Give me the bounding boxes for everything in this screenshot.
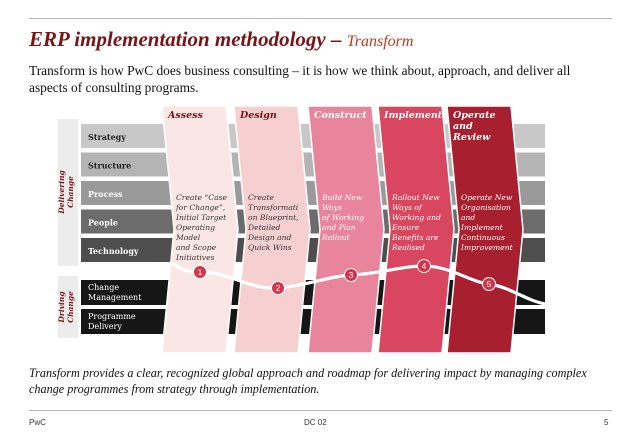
delivering-change-label: DeliveringChange	[57, 170, 75, 215]
row-label: Management	[88, 293, 142, 302]
phase-description-line: Operating	[176, 223, 215, 232]
bottom-rule	[29, 410, 612, 411]
phase-number-circle	[271, 281, 285, 295]
phase-description-line: Rollout New	[391, 193, 440, 202]
phase-description-line: for Change”,	[175, 203, 225, 212]
driving-group-bracket	[58, 276, 78, 338]
phase-description-line: Initiatives	[175, 253, 215, 262]
phase-description-line: Model	[175, 233, 201, 242]
phase-description-line: Organisation	[461, 203, 511, 212]
intro-text: Transform is how PwC does business consu…	[29, 63, 571, 95]
footer-company: PwC	[29, 418, 46, 427]
delivering-group-bracket	[58, 119, 78, 266]
phase-description-line: Working and	[392, 213, 441, 222]
phase-description-line: Transformati	[248, 203, 299, 212]
phase-description-line: Create	[248, 193, 275, 202]
phase-number: 5	[487, 280, 492, 289]
group-label-line: Driving	[57, 291, 66, 323]
phase-title: Operate	[453, 110, 496, 121]
driving-change-label: DrivingChange	[57, 291, 75, 324]
phase-title: and	[453, 121, 473, 132]
phase-chevron-operate	[446, 105, 524, 354]
top-rule	[29, 18, 612, 19]
title-sub: Transform	[346, 33, 414, 50]
phase-title: Implement	[383, 110, 443, 121]
phase-description-line: Design and	[247, 233, 291, 242]
row-label: Change	[88, 283, 119, 292]
phase-number: 2	[276, 284, 281, 293]
phase-description-line: Ways of	[392, 203, 423, 212]
phase-title: Construct	[314, 110, 367, 121]
phase-description-line: and Plan	[322, 223, 356, 232]
phase-description-line: Detailed	[247, 223, 281, 232]
conclusion-text: Transform provides a clear, recognized g…	[29, 366, 587, 396]
phase-number: 1	[198, 268, 203, 277]
phase-chevron-construct	[307, 105, 385, 354]
phase-description-line: on Blueprint,	[248, 213, 299, 222]
footer-doc-code: DC 02	[304, 418, 327, 427]
phase-number-circle	[417, 259, 431, 273]
phase-description-line: Ensure	[391, 223, 420, 232]
page-title: ERP implementation methodology – Transfo…	[29, 27, 413, 52]
footer-page-number: 5	[604, 418, 609, 427]
phase-number-circle	[193, 265, 207, 279]
phase-description-line: Benefits are	[391, 233, 439, 242]
group-label-line: Delivering	[57, 170, 66, 215]
phase-description-line: Initial Target	[175, 213, 227, 222]
row-label: Strategy	[88, 132, 126, 142]
phase-number: 3	[349, 271, 354, 280]
phase-chevron-assess	[161, 105, 239, 354]
phase-chevron-implement	[377, 105, 455, 354]
phase-title: Assess	[167, 110, 203, 121]
phase-title: Review	[452, 132, 491, 143]
phase-description-line: Operate New	[461, 193, 513, 202]
row-label: Programme	[88, 312, 136, 321]
phase-number-circle	[482, 277, 496, 291]
phase-description-line: Realised	[391, 243, 425, 252]
phase-description-line: and Scope	[176, 243, 217, 252]
phase-description-line: Improvement	[460, 243, 514, 252]
row-label: Process	[88, 189, 123, 199]
row-label: People	[88, 218, 118, 228]
phase-description-line: Create “Case	[176, 193, 228, 202]
row-label: Technology	[88, 246, 139, 256]
phase-description-line: Build New	[321, 193, 363, 202]
phase-description-line: Rollout	[321, 233, 351, 242]
phase-number-circle	[344, 268, 358, 282]
group-label-line: Change	[66, 291, 75, 323]
phase-number: 4	[422, 262, 427, 271]
phase-chevron-design	[233, 105, 311, 354]
phase-description-line: of Working	[322, 213, 364, 222]
title-main: ERP implementation methodology –	[29, 27, 347, 51]
phase-title: Design	[239, 110, 277, 121]
phase-description-line: Continuous	[461, 233, 505, 242]
phase-description-line: Ways	[322, 203, 342, 212]
row-label: Delivery	[88, 322, 122, 331]
row-label: Structure	[88, 161, 131, 171]
phase-description-line: and	[461, 213, 475, 222]
phase-description-line: Implement	[460, 223, 504, 232]
group-label-line: Change	[66, 176, 75, 208]
phase-description-line: Quick Wins	[248, 243, 292, 252]
